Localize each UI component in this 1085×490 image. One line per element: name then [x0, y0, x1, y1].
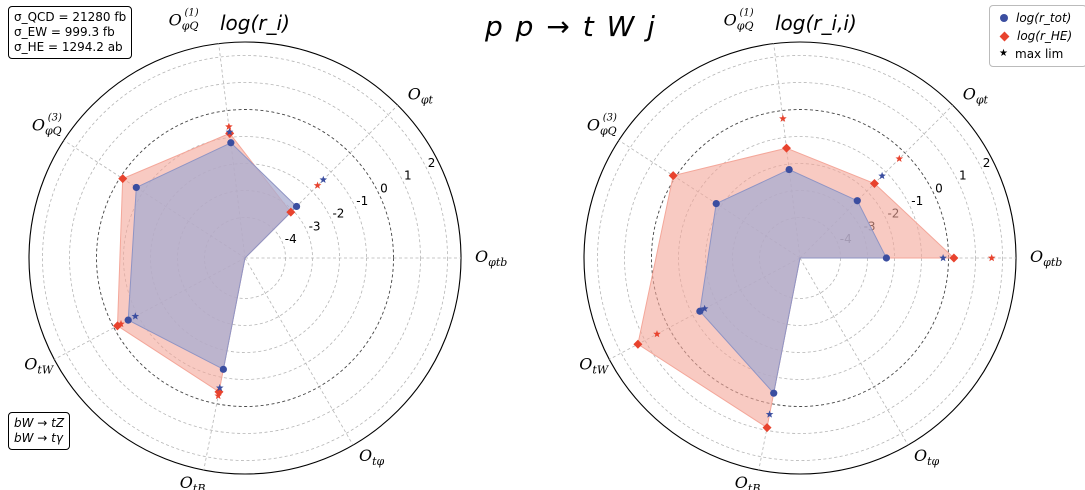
- maxlim-tot-point: [939, 254, 947, 262]
- tot-point: [132, 183, 140, 192]
- axis-label: Oφt: [963, 84, 989, 106]
- maxlim-tot-point: [878, 171, 886, 180]
- maxlim-point: [225, 122, 233, 130]
- tot-point: [853, 197, 861, 205]
- axis-label: Otφ: [914, 446, 940, 468]
- axis-label: OtW: [579, 354, 610, 376]
- grid-circle: [69, 82, 421, 434]
- maxlim-point: [779, 114, 787, 122]
- tot-point: [227, 139, 235, 147]
- chart-title: log(r_i,i): [775, 11, 857, 35]
- process-line-1: bW → tZ: [14, 416, 65, 430]
- xsec-ew: σ_EW = 999.3 fb: [14, 25, 115, 39]
- radial-tick-label: -3: [309, 219, 321, 233]
- maxlim-point: [214, 391, 222, 400]
- axis-spoke: [799, 257, 909, 446]
- diamond-marker-icon: [999, 31, 1010, 41]
- he-point: [633, 339, 643, 349]
- he-point: [949, 253, 959, 263]
- xsec-qcd: σ_QCD = 21280 fb: [14, 10, 127, 24]
- maxlim-point: [987, 254, 996, 262]
- process-line-2: bW → tγ: [14, 431, 63, 445]
- radial-tick-label: -2: [332, 207, 344, 221]
- maxlim-point: [895, 154, 904, 162]
- maxlim-tot-point: [319, 175, 328, 183]
- legend: log(r_tot) log(r_HE) ★ max lim: [989, 5, 1085, 67]
- radial-tick-label: -1: [356, 194, 368, 208]
- maxlim-tot-point: [765, 410, 774, 418]
- maxlim-tot-point: [131, 312, 140, 320]
- tot-point: [219, 365, 227, 373]
- he-point: [118, 174, 128, 184]
- radial-tick-label: 2: [983, 156, 991, 170]
- circle-marker-icon: [1000, 14, 1008, 22]
- legend-label-tot: log(r_tot): [1016, 11, 1072, 25]
- maxlim-tot-point: [700, 304, 709, 312]
- axis-label: OφQ(1): [169, 8, 199, 33]
- maxlim-point: [117, 319, 125, 328]
- axis-label: OtW: [24, 354, 55, 376]
- xsec-he: σ_HE = 1294.2 ab: [14, 40, 123, 54]
- xsec-box: σ_QCD = 21280 fb σ_EW = 999.3 fb σ_HE = …: [8, 6, 133, 59]
- legend-entry-he: log(r_HE): [994, 27, 1082, 45]
- he-point: [782, 143, 792, 153]
- tot-point: [712, 199, 720, 208]
- grid-circle: [624, 82, 976, 434]
- tot-point: [124, 316, 132, 324]
- tot-point: [770, 389, 778, 397]
- he-point: [869, 179, 879, 189]
- radial-tick-label: 1: [404, 169, 412, 183]
- axis-label: OtB: [735, 473, 761, 490]
- process-box: bW → tZ bW → tγ: [8, 412, 71, 450]
- grid-circle: [42, 55, 448, 461]
- he-point: [286, 207, 296, 217]
- axis-label: Oφt: [408, 84, 434, 106]
- grid-circle: [597, 55, 1003, 461]
- legend-label-he: log(r_HE): [1017, 29, 1073, 43]
- legend-label-maxlim: max lim: [1015, 47, 1064, 61]
- axis-label: OtB: [180, 473, 206, 490]
- star-marker-icon: ★: [999, 48, 1008, 59]
- chart-title: log(r_i): [220, 11, 290, 35]
- legend-entry-tot: log(r_tot): [994, 9, 1082, 27]
- he-point: [668, 171, 678, 181]
- axis-label: OφQ(3): [587, 112, 617, 137]
- figure-title: p p → t W j: [485, 10, 657, 43]
- radial-tick-label: -4: [285, 232, 297, 246]
- legend-entry-maxlim: ★ max lim: [994, 45, 1082, 63]
- tot-point: [882, 254, 891, 262]
- axis-label: Oφtb: [475, 247, 507, 269]
- axis-label: OφQ(3): [32, 112, 62, 137]
- axis-label: Otφ: [359, 446, 385, 468]
- radial-tick-label: 2: [428, 156, 436, 170]
- maxlim-point: [313, 181, 322, 189]
- tot-point: [292, 202, 301, 211]
- maxlim-point: [653, 330, 661, 338]
- he-point: [762, 423, 772, 433]
- axis-label: OφQ(1): [724, 8, 754, 33]
- tot-area: [699, 169, 888, 395]
- axis-spoke: [244, 257, 354, 446]
- radial-tick-label: -1: [911, 194, 923, 208]
- tot-point: [785, 165, 793, 174]
- tot-point: [696, 307, 704, 315]
- maxlim-tot-point: [216, 383, 224, 392]
- radial-tick-label: 1: [959, 169, 967, 183]
- axis-label: Oφtb: [1030, 247, 1062, 269]
- maxlim-tot-point: [225, 128, 234, 136]
- radial-tick-label: 0: [380, 181, 388, 195]
- radial-tick-label: 0: [935, 181, 943, 195]
